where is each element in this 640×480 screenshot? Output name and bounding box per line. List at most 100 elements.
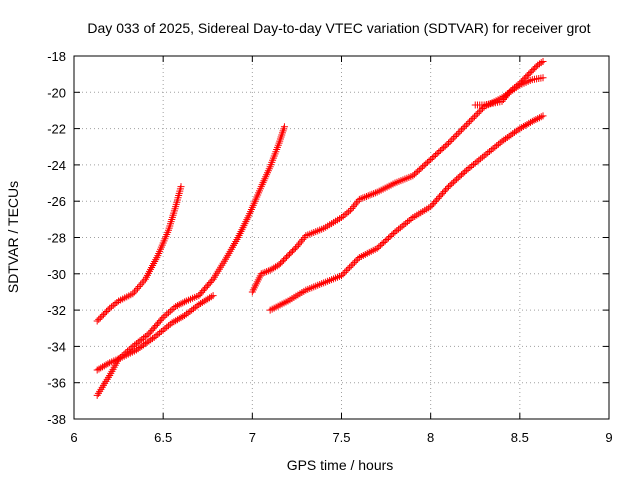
data-point bbox=[134, 284, 142, 292]
data-point bbox=[423, 158, 431, 166]
data-point bbox=[386, 233, 394, 241]
data-point bbox=[402, 219, 410, 227]
data-point bbox=[373, 244, 381, 252]
data-point bbox=[349, 260, 357, 268]
data-point bbox=[116, 354, 124, 362]
data-point bbox=[206, 279, 214, 287]
data-point bbox=[170, 318, 178, 326]
data-point bbox=[417, 164, 425, 172]
data-point bbox=[268, 265, 276, 273]
data-point bbox=[285, 250, 293, 258]
data-point bbox=[389, 230, 397, 238]
data-point bbox=[427, 203, 435, 211]
data-point bbox=[407, 215, 415, 223]
data-point bbox=[534, 61, 542, 69]
data-point bbox=[349, 203, 357, 211]
data-point bbox=[198, 298, 206, 306]
data-point bbox=[122, 349, 130, 357]
data-point bbox=[443, 184, 451, 192]
data-point bbox=[291, 244, 299, 252]
data-point bbox=[504, 90, 512, 98]
data-point bbox=[469, 161, 477, 169]
data-point bbox=[347, 262, 355, 270]
data-point bbox=[161, 312, 169, 320]
data-point bbox=[491, 143, 499, 151]
data-point bbox=[151, 323, 159, 331]
data-point bbox=[134, 338, 142, 346]
data-point bbox=[148, 326, 156, 334]
data-point bbox=[486, 147, 494, 155]
data-point bbox=[154, 330, 162, 338]
data-point bbox=[442, 186, 450, 194]
data-point bbox=[537, 59, 545, 67]
data-point bbox=[366, 191, 374, 199]
chart-title: Day 033 of 2025, Sidereal Day-to-day VTE… bbox=[87, 20, 590, 36]
data-point bbox=[137, 281, 145, 289]
data-point bbox=[539, 112, 547, 120]
x-tick-label: 7 bbox=[249, 430, 256, 445]
data-point bbox=[471, 159, 479, 167]
data-point bbox=[496, 139, 504, 147]
data-point bbox=[132, 346, 140, 354]
data-point bbox=[261, 268, 269, 276]
data-point bbox=[396, 224, 404, 232]
data-point bbox=[425, 157, 433, 165]
data-point bbox=[266, 266, 274, 274]
data-point bbox=[197, 300, 205, 308]
data-point bbox=[339, 212, 347, 220]
data-series bbox=[248, 74, 547, 296]
data-point bbox=[280, 123, 288, 131]
data-point bbox=[156, 329, 164, 337]
data-point bbox=[158, 315, 166, 323]
data-point bbox=[487, 146, 495, 154]
data-point bbox=[475, 156, 483, 164]
data-point bbox=[449, 134, 457, 142]
data-point bbox=[459, 124, 467, 132]
data-point bbox=[343, 209, 351, 217]
data-point bbox=[99, 363, 107, 371]
data-point bbox=[528, 117, 536, 125]
data-point bbox=[177, 314, 185, 322]
data-point bbox=[482, 150, 490, 158]
data-point bbox=[188, 306, 196, 314]
data-point bbox=[391, 228, 399, 236]
data-point bbox=[355, 195, 363, 203]
data-series bbox=[471, 57, 547, 109]
data-point bbox=[494, 140, 502, 148]
data-point bbox=[140, 341, 148, 349]
data-point bbox=[150, 333, 158, 341]
data-point bbox=[138, 342, 146, 350]
data-point bbox=[348, 204, 356, 212]
data-point bbox=[283, 253, 291, 261]
data-point bbox=[200, 297, 208, 305]
data-point bbox=[132, 340, 140, 348]
data-point bbox=[344, 265, 352, 273]
data-point bbox=[152, 332, 160, 340]
data-point bbox=[297, 237, 305, 245]
y-tick-label: -34 bbox=[47, 339, 66, 354]
data-point bbox=[125, 346, 133, 354]
data-point bbox=[115, 355, 123, 363]
data-point bbox=[502, 92, 510, 100]
data-point bbox=[357, 195, 365, 203]
data-point bbox=[195, 292, 203, 300]
data-point bbox=[287, 249, 295, 257]
data-point bbox=[457, 171, 465, 179]
data-point bbox=[346, 206, 354, 214]
data-point bbox=[454, 129, 462, 137]
x-tick-label: 8 bbox=[427, 430, 434, 445]
y-tick-label: -38 bbox=[47, 412, 66, 427]
data-point bbox=[464, 165, 472, 173]
data-point bbox=[419, 163, 427, 171]
data-point bbox=[498, 97, 506, 105]
data-point bbox=[184, 309, 192, 317]
data-point bbox=[510, 128, 518, 136]
data-point bbox=[448, 180, 456, 188]
data-point bbox=[278, 258, 286, 266]
data-point bbox=[124, 347, 131, 355]
data-point bbox=[393, 227, 401, 235]
data-point bbox=[143, 338, 151, 346]
data-series bbox=[93, 183, 185, 325]
data-point bbox=[104, 306, 112, 314]
data-point bbox=[147, 336, 155, 344]
